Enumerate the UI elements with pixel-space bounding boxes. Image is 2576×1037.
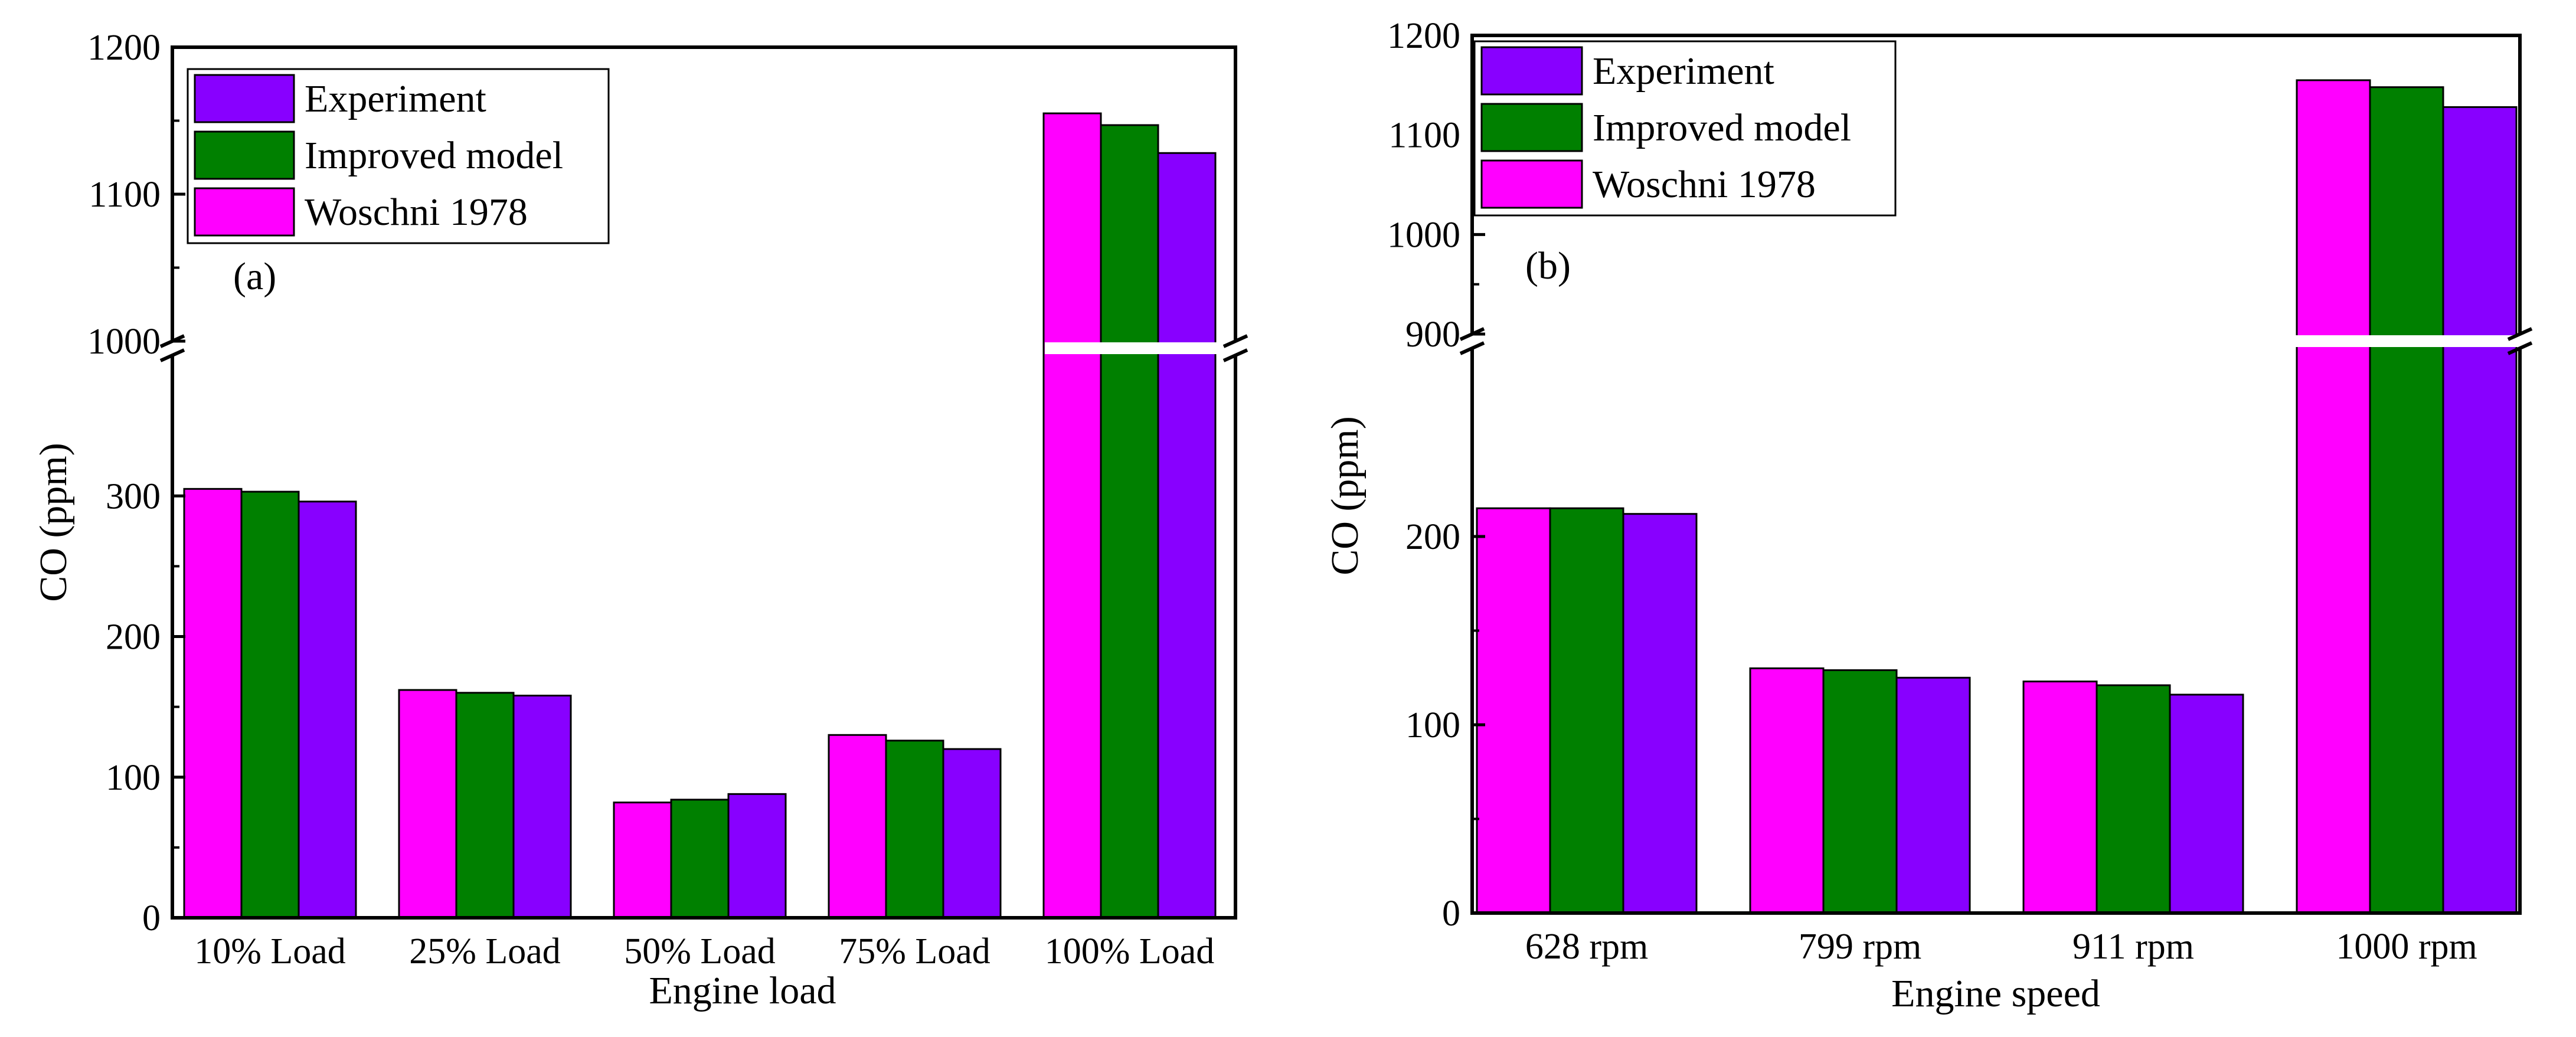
bar-improved-1 <box>1822 669 1898 914</box>
bar-experiment-1 <box>512 695 572 919</box>
bar-experiment-2 <box>2169 693 2244 914</box>
bar-woschni-3 <box>828 734 887 919</box>
bar-woschni-2 <box>2022 681 2098 914</box>
bar-woschni-3 <box>2296 79 2371 914</box>
bar-experiment-2 <box>727 793 787 919</box>
x-tick-label: 1000 rpm <box>2336 927 2477 967</box>
axis-break-gap <box>2295 335 2518 347</box>
y-tick-label: 1200 <box>1387 16 1460 56</box>
bars-b <box>1476 79 2518 914</box>
bar-experiment-3 <box>942 748 1002 919</box>
y-tick-label: 0 <box>142 898 161 938</box>
x-tick-label: 628 rpm <box>1525 927 1648 967</box>
legend-a: Experiment Improved model Woschni 1978 <box>187 68 610 244</box>
legend-swatch-improved <box>194 130 295 180</box>
panel-label-b: (b) <box>1525 244 1571 287</box>
bar-improved-0 <box>1549 507 1624 914</box>
y-tick-label: 1100 <box>89 175 161 215</box>
bar-improved-1 <box>455 692 515 919</box>
legend-swatch-experiment <box>194 74 295 123</box>
legend-swatch-woschni <box>194 187 295 237</box>
axis-break-mark <box>2507 327 2533 341</box>
x-tick-label: 10% Load <box>194 931 346 971</box>
ticks-b: 628 rpm 799 rpm 911 rpm 1000 rpm 0 100 200 900 1… <box>1387 16 2477 967</box>
bar-improved-2 <box>2096 684 2171 914</box>
bar-improved-3 <box>885 740 944 919</box>
bar-woschni-1 <box>1749 667 1825 914</box>
bar-experiment-3 <box>2442 106 2518 914</box>
bar-experiment-4 <box>1157 152 1217 919</box>
y-tick-label: 1000 <box>1387 215 1460 255</box>
y-tick-label: 100 <box>1405 705 1460 745</box>
axis-break-mark <box>159 348 185 362</box>
ticks-a: 10% Load 25% Load 50% Load 75% Load 100% Loa… <box>87 28 1214 971</box>
axis-break-mark <box>1222 334 1248 348</box>
y-tick-label: 1100 <box>1388 116 1460 156</box>
y-axis-title-a: CO (ppm) <box>32 443 75 601</box>
y-tick-label: 900 <box>1405 315 1460 355</box>
legend-label-woschni: Woschni 1978 <box>1593 163 1816 206</box>
legend-b: Experiment Improved model Woschni 1978 <box>1473 40 1897 217</box>
y-tick-label: 100 <box>106 758 161 798</box>
bar-improved-3 <box>2369 86 2444 914</box>
y-tick-label: 1200 <box>87 28 161 68</box>
x-tick-label: 100% Load <box>1045 931 1215 971</box>
bar-experiment-0 <box>1622 513 1698 914</box>
x-tick-label: 75% Load <box>839 931 990 971</box>
axis-break-mark <box>2507 341 2533 355</box>
axis-break-mark <box>1459 341 1485 355</box>
bar-experiment-1 <box>1895 676 1971 914</box>
legend-swatch-experiment <box>1480 46 1583 96</box>
x-axis-title-b: Engine speed <box>1891 972 2100 1015</box>
legend-label-improved: Improved model <box>1593 106 1851 149</box>
y-axis-title-b: CO (ppm) <box>1323 416 1367 575</box>
bar-woschni-0 <box>1476 507 1551 914</box>
axis-break-gap <box>1045 342 1219 354</box>
legend-swatch-woschni <box>1480 159 1583 209</box>
bar-woschni-0 <box>183 488 243 919</box>
y-tick-label: 1000 <box>87 322 161 362</box>
x-tick-label: 911 rpm <box>2072 927 2194 967</box>
bar-improved-4 <box>1100 124 1159 919</box>
panel-label-a: (a) <box>233 255 276 298</box>
chart-panel-b: 628 rpm 799 rpm 911 rpm 1000 rpm 0 100 200 900 1… <box>1323 16 2533 1015</box>
x-tick-label: 25% Load <box>409 931 561 971</box>
legend-swatch-improved <box>1480 103 1583 152</box>
y-tick-label: 200 <box>106 617 161 657</box>
chart-panel-a: 10% Load 25% Load 50% Load 75% Load 100% Loa… <box>32 28 1248 1012</box>
bar-experiment-0 <box>298 500 357 919</box>
bar-woschni-1 <box>398 689 457 919</box>
x-tick-label: 50% Load <box>624 931 776 971</box>
legend-label-experiment: Experiment <box>305 77 486 120</box>
bar-improved-2 <box>670 799 730 919</box>
legend-label-improved: Improved model <box>305 134 563 177</box>
x-tick-label: 799 rpm <box>1799 927 1921 967</box>
bar-woschni-2 <box>613 802 672 919</box>
legend-label-woschni: Woschni 1978 <box>305 191 528 234</box>
y-tick-label: 300 <box>106 476 161 516</box>
legend-label-experiment: Experiment <box>1593 50 1774 93</box>
y-tick-label: 0 <box>1442 894 1460 934</box>
bar-woschni-4 <box>1042 112 1102 919</box>
bars-a <box>183 112 1219 919</box>
x-axis-title-a: Engine load <box>649 969 836 1012</box>
y-tick-label: 200 <box>1405 517 1460 557</box>
bar-improved-0 <box>240 490 300 919</box>
axis-break-mark <box>1222 348 1248 362</box>
